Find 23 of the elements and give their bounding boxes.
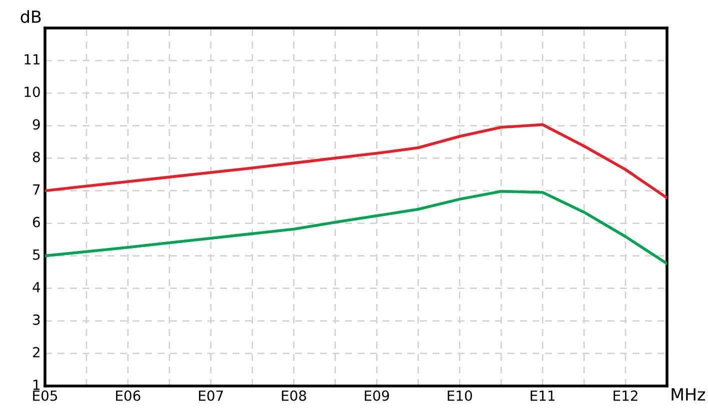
y-tick-label: 6 — [32, 216, 40, 228]
y-tick-label: 3 — [33, 314, 40, 325]
line-series — [45, 123, 667, 200]
x-tick-label: E11 — [530, 390, 555, 401]
x-tick-label: E10 — [448, 390, 472, 401]
x-tick-label: E05 — [33, 390, 58, 401]
x-tick-label: E12 — [614, 390, 638, 401]
x-tick-label: E07 — [199, 390, 223, 401]
y-tick-label: 11 — [24, 54, 40, 64]
x-tick-label: E06 — [116, 390, 140, 401]
y-axis-title: dB — [20, 10, 41, 23]
x-axis-title: MHz — [672, 388, 706, 400]
y-tick-label: 8 — [32, 152, 40, 162]
x-tick-label: E09 — [364, 390, 389, 401]
y-tick-label: 7 — [33, 184, 40, 195]
y-tick-label: 2 — [33, 346, 40, 358]
line-series — [45, 190, 667, 266]
x-tick-label: E08 — [282, 390, 306, 401]
y-tick-label: 5 — [33, 250, 40, 260]
y-tick-label: 1 — [34, 380, 40, 390]
y-tick-label: 4 — [32, 282, 40, 292]
y-tick-label: 10 — [24, 86, 40, 98]
y-tick-label: 9 — [32, 119, 40, 130]
